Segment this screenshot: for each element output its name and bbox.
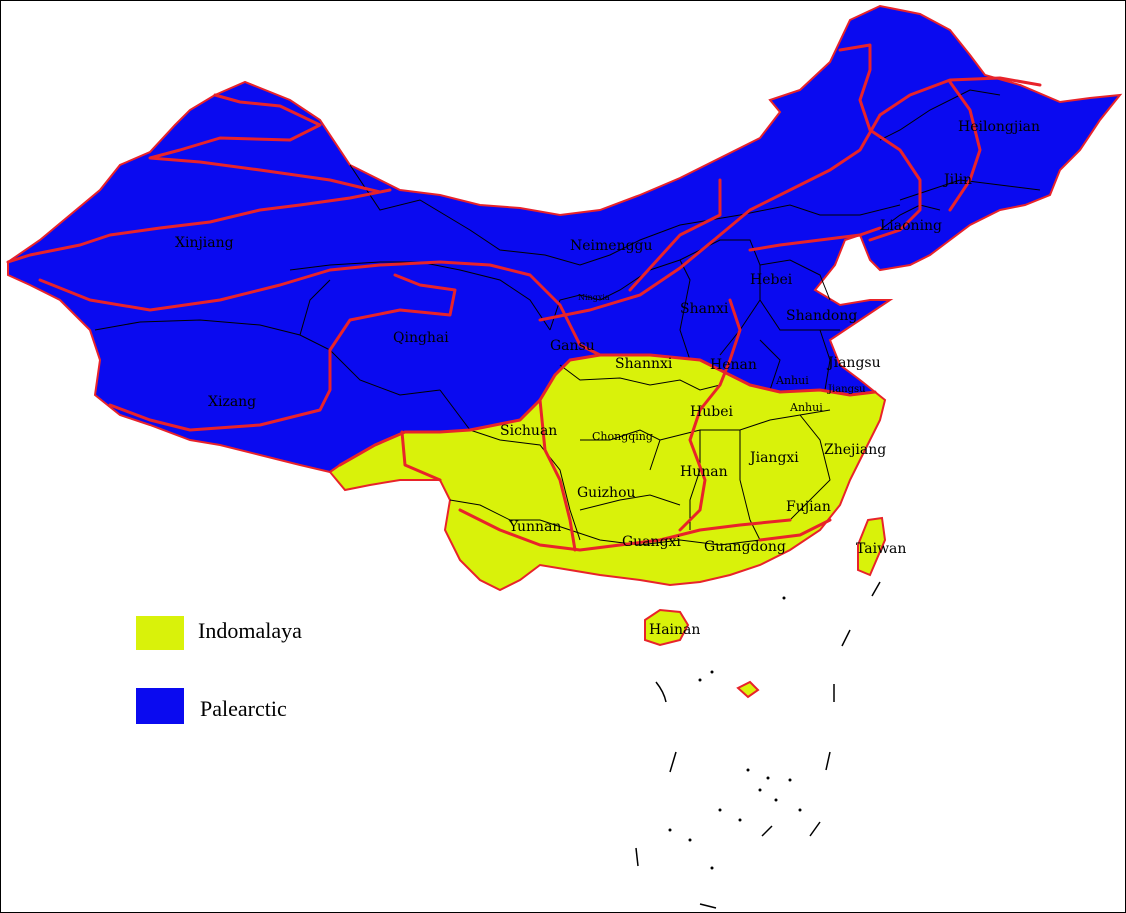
province-boundaries xyxy=(94,89,1041,546)
label-liaoning: Liaoning xyxy=(880,218,942,234)
island-markers xyxy=(635,581,881,909)
label-yunnan: Yunnan xyxy=(508,519,561,535)
label-hunan: Hunan xyxy=(680,464,728,480)
zone-boundaries xyxy=(6,43,1042,552)
legend-swatch-indomalaya xyxy=(136,616,184,650)
label-zhejiang: Zhejiang xyxy=(824,442,886,458)
label-jiangxi: Jiangxi xyxy=(748,450,799,466)
legend-swatch-palearctic xyxy=(136,688,184,724)
label-jilin: Jilin xyxy=(942,172,972,188)
label-fujian: Fujian xyxy=(786,499,831,515)
label-shannxi: Shannxi xyxy=(615,356,673,372)
label-sichuan: Sichuan xyxy=(500,423,557,439)
label-ningxia: Ningxia xyxy=(578,293,610,302)
legend-label-palearctic: Palearctic xyxy=(200,696,287,721)
province-labels: Xinjiang Neimenggu Heilongjian Jilin Lia… xyxy=(175,119,1040,638)
label-guangdong: Guangdong xyxy=(704,539,786,555)
label-guangxi: Guangxi xyxy=(622,534,681,550)
label-qinghai: Qinghai xyxy=(393,330,449,346)
label-anhui-north: Anhui xyxy=(775,374,809,387)
small-island xyxy=(736,680,760,699)
label-gansu: Gansu xyxy=(550,338,595,354)
label-chongqing: Chongqing xyxy=(592,430,653,443)
label-hainan: Hainan xyxy=(649,622,700,638)
label-hubei: Hubei xyxy=(690,404,733,420)
label-jiangsu-small: Jiangsu xyxy=(827,384,866,395)
label-neimenggu: Neimenggu xyxy=(570,238,653,254)
label-henan: Henan xyxy=(710,357,757,373)
label-shanxi: Shanxi xyxy=(680,301,729,317)
hainan-island xyxy=(644,608,690,647)
label-heilongjiang: Heilongjian xyxy=(958,119,1040,135)
label-hebei: Hebei xyxy=(750,272,793,288)
label-anhui-south: Anhui xyxy=(789,401,823,414)
label-taiwan: Taiwan xyxy=(856,541,906,557)
legend: Indomalaya Palearctic xyxy=(136,616,302,724)
legend-label-indomalaya: Indomalaya xyxy=(198,618,302,643)
label-guizhou: Guizhou xyxy=(577,485,636,501)
label-xizang: Xizang xyxy=(208,394,256,410)
label-xinjiang: Xinjiang xyxy=(175,235,234,251)
label-shandong: Shandong xyxy=(786,308,857,324)
label-jiangsu: Jiangsu xyxy=(826,355,881,371)
taiwan-island xyxy=(857,516,887,577)
